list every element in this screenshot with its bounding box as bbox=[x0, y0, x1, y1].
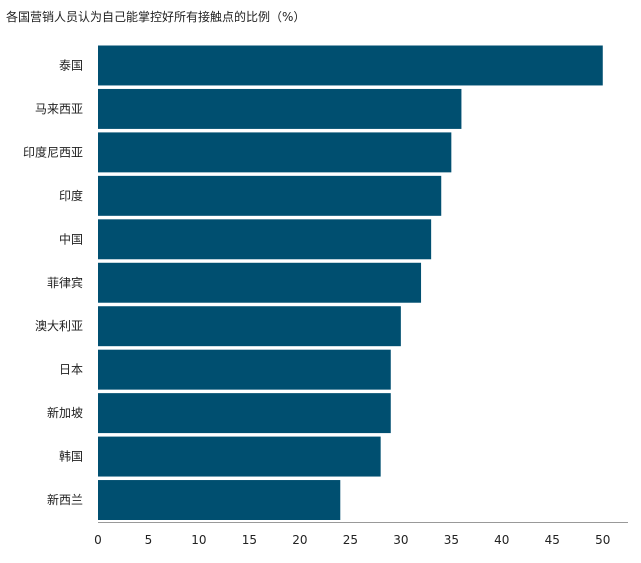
bar-10 bbox=[98, 480, 341, 520]
x-axis-ticks: 0 5 10 15 20 25 30 35 40 45 50 bbox=[94, 533, 610, 547]
bar-8 bbox=[98, 393, 391, 434]
x-tick-label-5: 25 bbox=[343, 533, 358, 547]
chart-title: 各国营销人员认为自己能掌控好所有接触点的比例（%） bbox=[6, 10, 306, 24]
category-label-9: 韩国 bbox=[59, 449, 83, 464]
bar-1 bbox=[98, 88, 462, 129]
bar-7 bbox=[98, 349, 391, 390]
x-tick-label-3: 15 bbox=[242, 533, 257, 547]
category-label-6: 澳大利亚 bbox=[35, 319, 83, 333]
bar-4 bbox=[98, 219, 432, 260]
x-tick-label-10: 50 bbox=[595, 533, 610, 547]
x-tick-label-2: 10 bbox=[191, 533, 206, 547]
x-tick-label-1: 5 bbox=[145, 533, 153, 547]
x-tick-label-7: 35 bbox=[444, 533, 459, 547]
category-label-2: 印度尼西亚 bbox=[23, 144, 83, 159]
bar-6 bbox=[98, 306, 401, 347]
bar-9 bbox=[98, 436, 381, 477]
x-tick-label-4: 20 bbox=[292, 533, 307, 547]
bar-5 bbox=[98, 262, 422, 303]
bar-2 bbox=[98, 132, 452, 173]
bar-0 bbox=[98, 45, 603, 86]
x-tick-label-8: 40 bbox=[494, 533, 509, 547]
category-label-7: 日本 bbox=[59, 363, 83, 377]
category-label-10: 新西兰 bbox=[47, 492, 83, 507]
category-label-5: 菲律宾 bbox=[47, 275, 83, 290]
x-tick-label-9: 45 bbox=[545, 533, 560, 547]
category-label-3: 印度 bbox=[59, 188, 83, 203]
category-label-4: 中国 bbox=[59, 231, 83, 246]
x-tick-label-6: 30 bbox=[393, 533, 408, 547]
category-label-1: 马来西亚 bbox=[35, 102, 83, 116]
x-tick-label-0: 0 bbox=[94, 533, 102, 547]
category-label-8: 新加坡 bbox=[47, 405, 83, 420]
bar-3 bbox=[98, 175, 442, 216]
bars-group bbox=[98, 45, 603, 520]
category-label-0: 泰国 bbox=[59, 58, 83, 72]
